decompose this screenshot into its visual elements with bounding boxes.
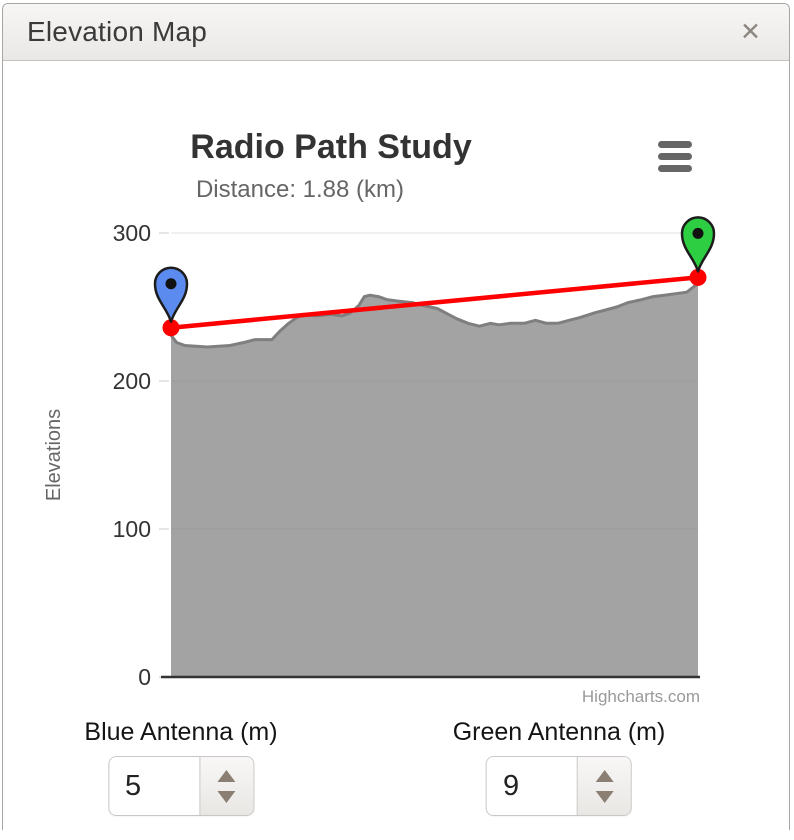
- blue-antenna-pin-body: [153, 266, 189, 323]
- y-tick-label-0: 0: [138, 664, 151, 690]
- blue-antenna-stepper: [107, 756, 254, 816]
- dialog-content: Radio Path Study Distance: 1.88 (km) 0 10…: [3, 62, 789, 830]
- chart-title: Radio Path Study: [190, 128, 472, 166]
- blue-antenna-pin-icon[interactable]: [153, 266, 189, 323]
- elevation-chart: Radio Path Study Distance: 1.88 (km) 0 10…: [43, 128, 716, 706]
- green-antenna-stepper: [486, 756, 632, 816]
- chart-credit[interactable]: Highcharts.com: [582, 687, 700, 706]
- y-axis-label: Elevations: [43, 409, 65, 501]
- series-layer: [168, 275, 701, 677]
- green-antenna-group: Green Antenna (m): [452, 718, 666, 816]
- radio-path-line: [168, 275, 701, 330]
- radio-path-endpoint[interactable]: [689, 268, 707, 286]
- blue-antenna-increment-icon[interactable]: [217, 769, 236, 782]
- blue-antenna-spinner: [198, 757, 253, 815]
- terrain-area: [171, 283, 698, 677]
- y-tick-label-200: 200: [113, 368, 151, 394]
- green-antenna-increment-icon[interactable]: [595, 769, 614, 782]
- y-tick-label-100: 100: [113, 516, 151, 542]
- gridlines: 0 100 200 300: [113, 220, 698, 690]
- green-antenna-input[interactable]: [487, 757, 577, 815]
- blue-antenna-input[interactable]: [108, 757, 199, 815]
- blue-antenna-label: Blue Antenna (m): [84, 718, 278, 746]
- radio-path-endpoint[interactable]: [162, 319, 180, 337]
- y-tick-label-300: 300: [113, 220, 151, 246]
- green-antenna-decrement-icon[interactable]: [595, 790, 614, 803]
- green-antenna-pin-body: [680, 216, 716, 273]
- chart-menu-icon[interactable]: [658, 141, 692, 172]
- marker-layer: [153, 216, 716, 337]
- green-antenna-pin-dot: [692, 227, 704, 239]
- chart-subtitle: Distance: 1.88 (km): [196, 176, 404, 203]
- green-antenna-label: Green Antenna (m): [452, 718, 666, 746]
- dialog-titlebar: Elevation Map ✕: [3, 4, 789, 61]
- dialog-title: Elevation Map: [27, 16, 208, 47]
- close-icon[interactable]: ✕: [740, 17, 761, 46]
- elevation-map-dialog: Elevation Map ✕ Radio Path Study Distanc…: [2, 3, 790, 830]
- blue-antenna-group: Blue Antenna (m): [84, 718, 278, 816]
- green-antenna-pin-icon[interactable]: [680, 216, 716, 273]
- blue-antenna-pin-dot: [165, 278, 177, 290]
- antenna-controls: Blue Antenna (m) Green Antenna (m): [3, 710, 791, 840]
- green-antenna-spinner: [577, 757, 631, 815]
- blue-antenna-decrement-icon[interactable]: [217, 790, 236, 803]
